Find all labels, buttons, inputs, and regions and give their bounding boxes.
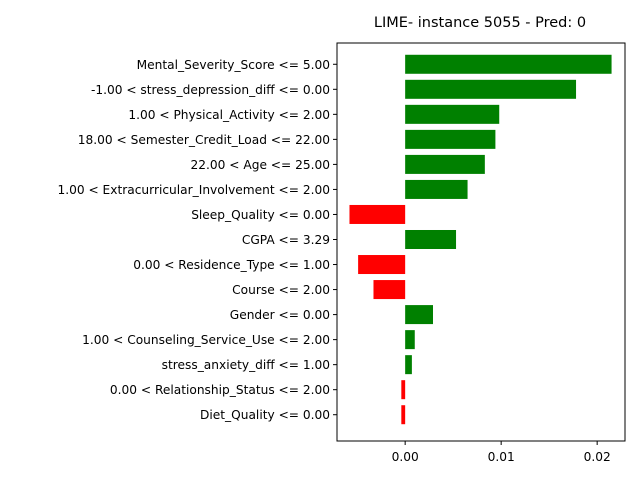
- y-tick-label-8: 0.00 < Residence_Type <= 1.00: [133, 258, 330, 272]
- x-tick-label-1: 0.01: [488, 450, 515, 464]
- bar-10: [405, 305, 433, 325]
- y-tick-label-9: Course <= 2.00: [232, 283, 330, 297]
- bar-11: [405, 330, 415, 350]
- y-tick-label-4: 22.00 < Age <= 25.00: [191, 158, 330, 172]
- y-tick-label-11: 1.00 < Counseling_Service_Use <= 2.00: [82, 333, 330, 347]
- y-tick-label-2: 1.00 < Physical_Activity <= 2.00: [128, 108, 330, 122]
- bar-0: [405, 54, 612, 74]
- bar-2: [405, 104, 500, 124]
- bar-13: [401, 380, 406, 400]
- bar-3: [405, 129, 496, 149]
- y-tick-label-10: Gender <= 0.00: [230, 308, 330, 322]
- x-tick-label-0: 0.00: [392, 450, 419, 464]
- chart-title: LIME- instance 5055 - Pred: 0: [374, 15, 586, 31]
- bars-group: [349, 54, 612, 425]
- y-tick-label-3: 18.00 < Semester_Credit_Load <= 22.00: [78, 133, 330, 147]
- y-tick-label-1: -1.00 < stress_depression_diff <= 0.00: [91, 83, 330, 97]
- bar-5: [405, 179, 468, 199]
- bar-1: [405, 79, 577, 99]
- bar-14: [401, 405, 406, 425]
- bar-8: [358, 255, 406, 275]
- bar-9: [373, 280, 406, 300]
- y-tick-label-0: Mental_Severity_Score <= 5.00: [137, 58, 330, 72]
- y-tick-label-6: Sleep_Quality <= 0.00: [191, 208, 330, 222]
- bar-6: [349, 204, 406, 224]
- bar-7: [405, 229, 457, 249]
- bar-12: [405, 355, 412, 375]
- y-tick-label-7: CGPA <= 3.29: [242, 233, 330, 247]
- y-tick-label-5: 1.00 < Extracurricular_Involvement <= 2.…: [57, 183, 330, 197]
- bar-4: [405, 154, 485, 174]
- y-tick-label-12: stress_anxiety_diff <= 1.00: [162, 358, 330, 372]
- y-tick-labels: Mental_Severity_Score <= 5.00 -1.00 < str…: [57, 58, 337, 422]
- x-tick-label-2: 0.02: [584, 450, 611, 464]
- x-ticks: 0.00 0.01 0.02: [392, 441, 611, 464]
- y-tick-label-13: 0.00 < Relationship_Status <= 2.00: [110, 383, 330, 397]
- plot-frame: [336, 42, 626, 442]
- y-tick-label-14: Diet_Quality <= 0.00: [200, 408, 330, 422]
